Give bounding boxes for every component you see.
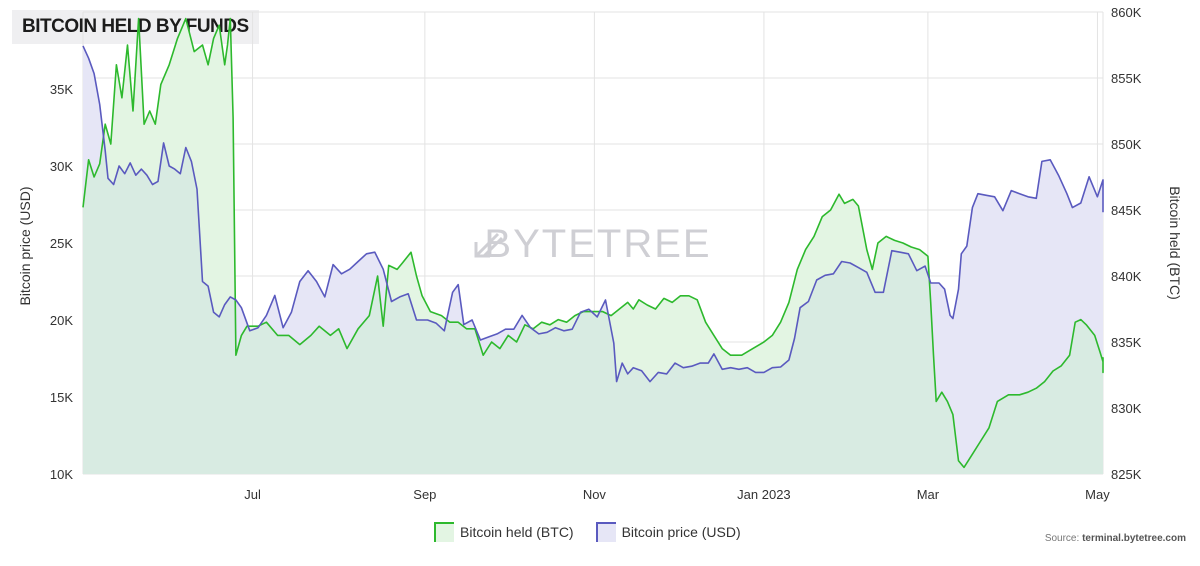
legend-swatch-price: [595, 522, 616, 542]
legend-label-price: Bitcoin price (USD): [621, 524, 741, 540]
legend: Bitcoin held (BTC) Bitcoin price (USD): [434, 522, 741, 542]
chart-title: BITCOIN HELD BY FUNDS: [22, 16, 249, 37]
tick-layer: 825K 830K 835K 840K 845K 850K 855K 860K 10K 15K 20…: [50, 5, 1142, 502]
y-right-tick-label: 860K: [1111, 5, 1142, 20]
y-right-tick-label: 855K: [1111, 71, 1142, 86]
source-site: terminal.bytetree.com: [1082, 533, 1186, 544]
y-right-tick-label: 835K: [1111, 335, 1142, 350]
area-layer: [83, 18, 1103, 475]
y-left-tick-label: 25K: [50, 236, 73, 251]
y-left-tick-label: 35K: [50, 82, 73, 97]
y-right-tick-label: 840K: [1111, 269, 1142, 284]
legend-item-held[interactable]: Bitcoin held (BTC): [434, 522, 574, 542]
watermark-text: BYTETREE: [484, 222, 711, 266]
y-left-tick-label: 30K: [50, 159, 73, 174]
legend-swatch-held: [434, 522, 454, 542]
chart-title-box: BITCOIN HELD BY FUNDS: [12, 10, 259, 44]
line-layer: [82, 17, 1104, 469]
x-tick-label: Nov: [583, 487, 607, 502]
y-right-tick-label: 845K: [1111, 203, 1142, 218]
y-right-tick-label: 830K: [1111, 401, 1142, 416]
y-left-tick-label: 10K: [50, 467, 73, 482]
legend-item-price[interactable]: Bitcoin price (USD): [595, 522, 741, 542]
source-label: Source:: [1044, 533, 1080, 544]
x-tick-label: Mar: [917, 487, 940, 502]
y-right-tick-label: 825K: [1111, 467, 1142, 482]
line-bitcoin-price: [82, 45, 1104, 383]
x-tick-label: May: [1085, 487, 1110, 502]
bytetree-logo-icon: [474, 232, 504, 258]
line-bitcoin-held: [82, 17, 1104, 469]
x-tick-label: Jan 2023: [737, 487, 791, 502]
y-left-tick-label: 15K: [50, 390, 73, 405]
y-right-tick-label: 850K: [1111, 137, 1142, 152]
y-left-tick-label: 20K: [50, 313, 73, 328]
y-axis-left-title: Bitcoin price (USD): [17, 186, 33, 305]
x-tick-label: Jul: [244, 487, 261, 502]
x-tick-label: Sep: [413, 487, 436, 502]
legend-label-held: Bitcoin held (BTC): [460, 524, 574, 540]
y-axis-right-title: Bitcoin held (BTC): [1167, 186, 1183, 300]
area-overlap: [83, 45, 1103, 474]
source-note: Source: terminal.bytetree.com: [1045, 533, 1186, 544]
